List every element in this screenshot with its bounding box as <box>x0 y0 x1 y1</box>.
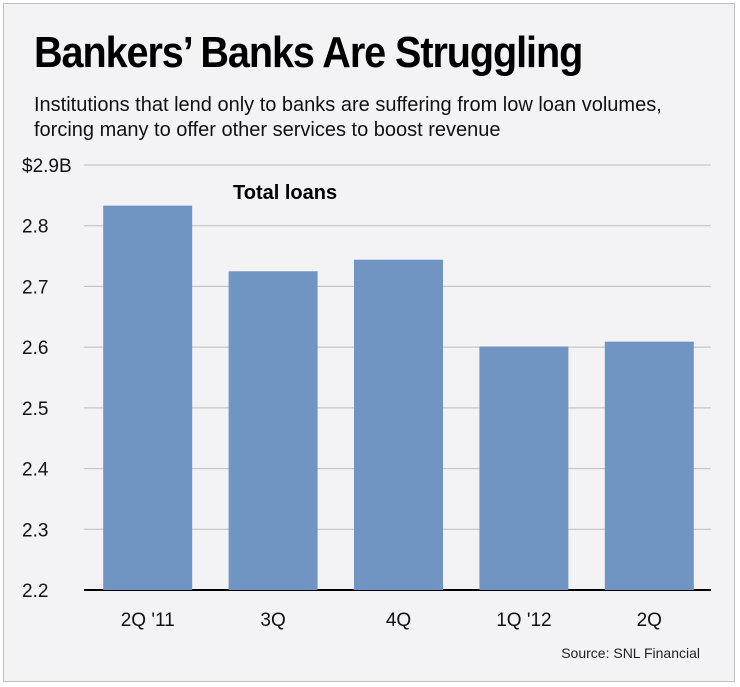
bar <box>103 205 193 590</box>
bar <box>479 346 569 590</box>
x-tick-label: 2Q <box>637 610 662 631</box>
y-tick-label: 2.6 <box>22 338 48 359</box>
series-label: Total loans <box>233 182 337 204</box>
chart-subtitle: Institutions that lend only to banks are… <box>34 94 662 141</box>
y-tick-label: 2.4 <box>22 460 49 481</box>
y-tick-label: 2.7 <box>22 277 48 298</box>
x-tick-label: 3Q <box>260 610 285 631</box>
x-tick-label: 4Q <box>386 610 411 631</box>
bar-chart: 2.2 2.3 2.4 2.5 2.6 2.7 2.8 $2.9B 2Q '11 3Q 4Q 1Q '… <box>22 156 711 631</box>
bar <box>228 271 318 590</box>
y-tick-label: 2.8 <box>22 217 48 238</box>
chart-frame: Bankers’ Banks Are Struggling Institutio… <box>3 3 735 682</box>
y-tick-label: 2.5 <box>22 399 48 420</box>
chart-title: Bankers’ Banks Are Struggling <box>34 28 583 77</box>
y-tick-label: $2.9B <box>22 156 72 177</box>
x-tick-label: 1Q '12 <box>496 610 551 631</box>
bar <box>604 341 694 590</box>
source-note: Source: SNL Financial <box>561 645 700 661</box>
y-tick-label: 2.3 <box>22 520 48 541</box>
y-tick-label: 2.2 <box>22 581 48 602</box>
x-tick-label: 2Q '11 <box>121 610 175 631</box>
bar <box>354 259 443 590</box>
